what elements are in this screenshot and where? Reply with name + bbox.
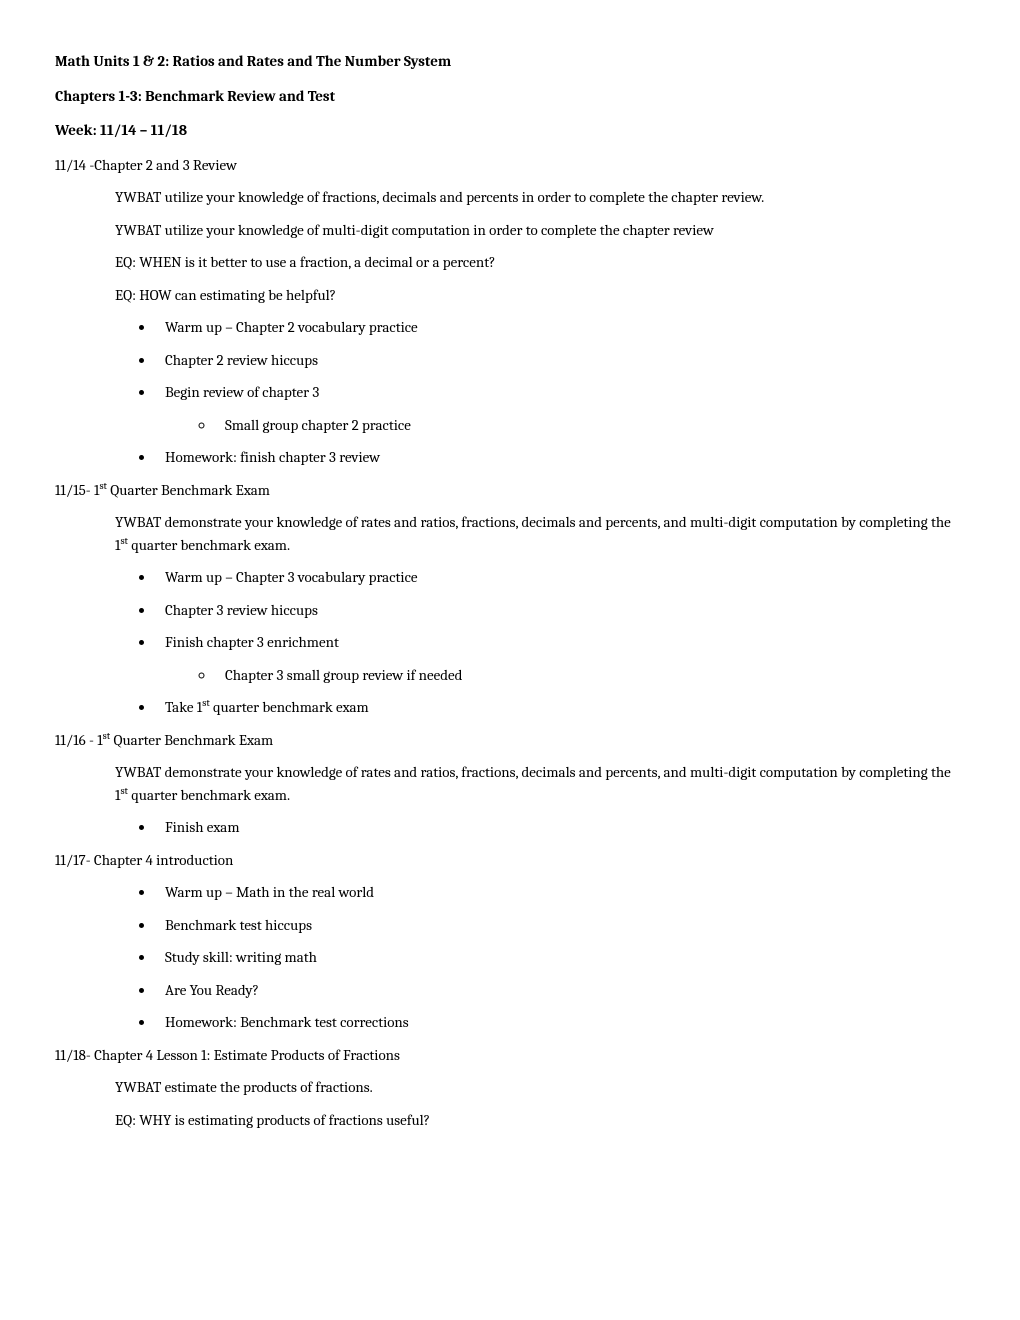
list-item-pre: Take 1 <box>165 698 202 716</box>
header-week: Week: 11/14 – 11/18 <box>55 119 965 142</box>
list-item: Benchmark test hiccups <box>155 914 965 937</box>
ywbat-1115-sup: st <box>120 535 128 547</box>
list-item: Small group chapter 2 practice <box>215 414 965 437</box>
date-1115-post: Quarter Benchmark Exam <box>107 481 270 499</box>
list-item: Warm up – Math in the real world <box>155 881 965 904</box>
date-1116-pre: 11/16 - 1 <box>55 731 103 749</box>
list-item: Homework: finish chapter 3 review <box>155 446 965 469</box>
bullets-1114: Warm up – Chapter 2 vocabulary practice … <box>55 316 965 469</box>
list-item-label: Begin review of chapter 3 <box>165 383 319 401</box>
list-item: Begin review of chapter 3 Small group ch… <box>155 381 965 436</box>
list-item: Are You Ready? <box>155 979 965 1002</box>
ywbat-1116: YWBAT demonstrate your knowledge of rate… <box>55 761 965 806</box>
header-chapters: Chapters 1-3: Benchmark Review and Test <box>55 85 965 108</box>
list-item: Chapter 3 small group review if needed <box>215 664 965 687</box>
list-item: Chapter 3 review hiccups <box>155 599 965 622</box>
eq-1118: EQ: WHY is estimating products of fracti… <box>55 1109 965 1132</box>
ywbat-1114-2: YWBAT utilize your knowledge of multi-di… <box>55 219 965 242</box>
eq-1114-2: EQ: HOW can estimating be helpful? <box>55 284 965 307</box>
list-item: Chapter 2 review hiccups <box>155 349 965 372</box>
ywbat-1115-post: quarter benchmark exam. <box>128 536 290 554</box>
date-1117: 11/17- Chapter 4 introduction <box>55 849 965 872</box>
list-item-post: quarter benchmark exam <box>210 698 369 716</box>
date-1115: 11/15- 1st Quarter Benchmark Exam <box>55 479 965 502</box>
sub-bullets: Chapter 3 small group review if needed <box>165 664 965 687</box>
ywbat-1116-sup: st <box>120 785 128 797</box>
ywbat-1115: YWBAT demonstrate your knowledge of rate… <box>55 511 965 556</box>
list-item: Warm up – Chapter 3 vocabulary practice <box>155 566 965 589</box>
sub-bullets: Small group chapter 2 practice <box>165 414 965 437</box>
list-item: Study skill: writing math <box>155 946 965 969</box>
ywbat-1118: YWBAT estimate the products of fractions… <box>55 1076 965 1099</box>
list-item: Finish exam <box>155 816 965 839</box>
date-1114: 11/14 -Chapter 2 and 3 Review <box>55 154 965 177</box>
list-item: Homework: Benchmark test corrections <box>155 1011 965 1034</box>
list-item-label: Finish chapter 3 enrichment <box>165 633 339 651</box>
bullets-1116: Finish exam <box>55 816 965 839</box>
date-1115-sup: st <box>99 480 107 492</box>
date-1116: 11/16 - 1st Quarter Benchmark Exam <box>55 729 965 752</box>
bullets-1115: Warm up – Chapter 3 vocabulary practice … <box>55 566 965 719</box>
list-item-sup: st <box>202 697 210 709</box>
date-1118: 11/18- Chapter 4 Lesson 1: Estimate Prod… <box>55 1044 965 1067</box>
date-1116-post: Quarter Benchmark Exam <box>110 731 273 749</box>
ywbat-1116-post: quarter benchmark exam. <box>128 786 290 804</box>
list-item: Finish chapter 3 enrichment Chapter 3 sm… <box>155 631 965 686</box>
date-1115-pre: 11/15- 1 <box>55 481 99 499</box>
bullets-1117: Warm up – Math in the real world Benchma… <box>55 881 965 1034</box>
header-unit: Math Units 1 & 2: Ratios and Rates and T… <box>55 50 965 73</box>
eq-1114-1: EQ: WHEN is it better to use a fraction,… <box>55 251 965 274</box>
ywbat-1114-1: YWBAT utilize your knowledge of fraction… <box>55 186 965 209</box>
list-item: Take 1st quarter benchmark exam <box>155 696 965 719</box>
list-item: Warm up – Chapter 2 vocabulary practice <box>155 316 965 339</box>
